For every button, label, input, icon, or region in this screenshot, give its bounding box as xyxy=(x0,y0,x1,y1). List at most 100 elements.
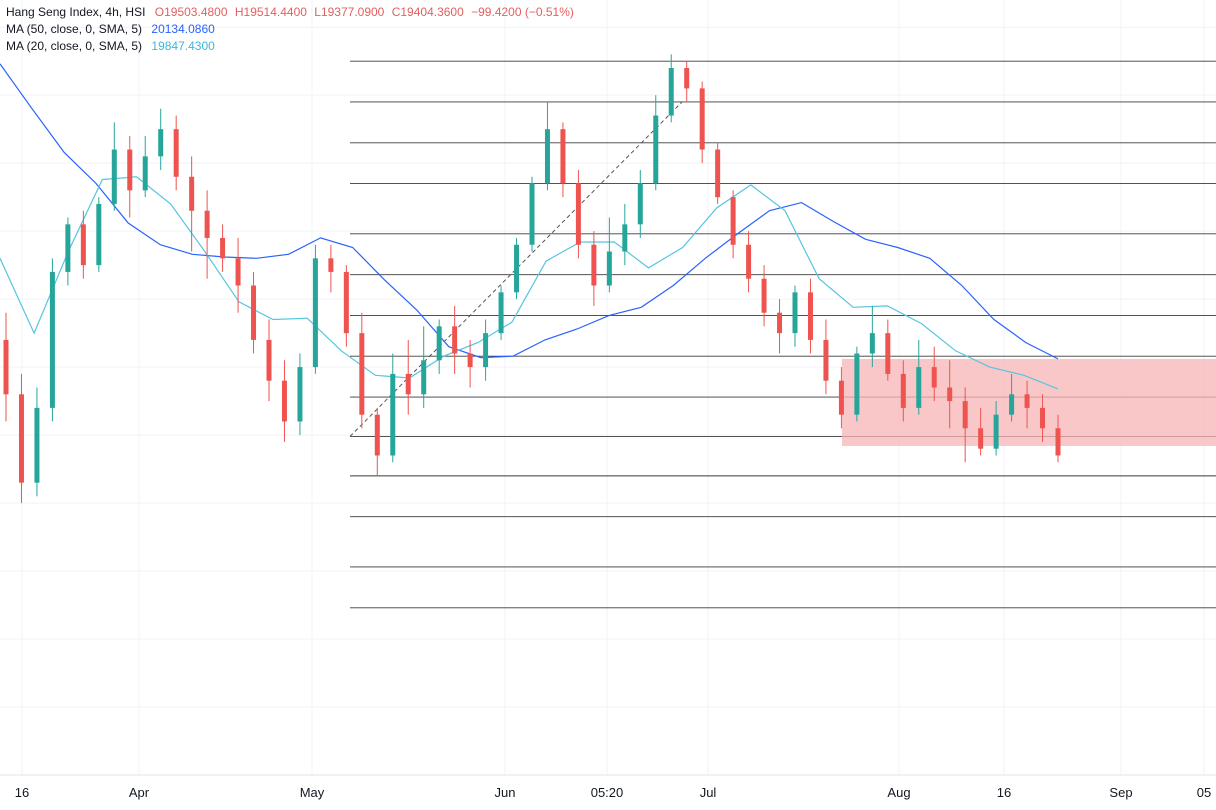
chart-grid xyxy=(0,0,1216,775)
x-tick-label: Jun xyxy=(495,785,516,800)
candle-body xyxy=(1055,428,1061,456)
candle-down xyxy=(684,61,690,102)
candle-body xyxy=(746,244,752,279)
candle-down xyxy=(467,339,473,388)
candle-body xyxy=(359,333,365,415)
candle-down xyxy=(359,312,365,429)
candle-body xyxy=(18,394,24,483)
candle-body xyxy=(1024,394,1030,408)
candle-body xyxy=(467,353,473,368)
candle-up xyxy=(529,176,535,252)
ma20-line xyxy=(0,176,1059,390)
candle-body xyxy=(142,156,148,191)
legend-high: H19514.4400 xyxy=(234,5,307,19)
candle-body xyxy=(158,129,164,157)
candle-body xyxy=(560,129,566,184)
candle-body xyxy=(343,271,349,334)
candle-body xyxy=(483,333,489,368)
candle-body xyxy=(390,373,396,456)
candle-down xyxy=(931,346,937,402)
candle-body xyxy=(885,333,891,374)
candle-up xyxy=(916,339,922,415)
candle-body xyxy=(281,380,287,422)
candle-down xyxy=(699,81,705,164)
candle-body xyxy=(80,224,86,266)
candle-up xyxy=(436,319,442,374)
candle-down xyxy=(838,367,844,429)
candle-up xyxy=(158,108,164,170)
candle-up xyxy=(312,244,318,374)
candle-body xyxy=(49,271,55,408)
candle-up xyxy=(96,197,102,272)
candle-body xyxy=(3,339,9,395)
candle-up xyxy=(514,237,520,300)
candle-body xyxy=(761,278,767,313)
candle-down xyxy=(220,224,226,272)
candle-body xyxy=(544,129,550,184)
candle-down xyxy=(266,319,272,402)
candle-up xyxy=(297,353,303,436)
candle-body xyxy=(715,149,721,198)
candle-body xyxy=(34,407,40,483)
candle-body xyxy=(699,88,705,150)
candle-down xyxy=(823,319,829,395)
candle-body xyxy=(606,251,612,286)
candle-body xyxy=(328,258,334,272)
candle-down xyxy=(746,231,752,293)
x-tick-label: 05 xyxy=(1197,785,1211,800)
moving-averages xyxy=(0,63,1059,390)
candle-body xyxy=(297,367,303,422)
candle-body xyxy=(514,244,520,293)
candle-down xyxy=(777,299,783,354)
candle-down xyxy=(374,407,380,476)
candle-body xyxy=(978,428,984,449)
candle-body xyxy=(684,67,690,89)
candle-down xyxy=(80,210,86,279)
x-tick-label: Jul xyxy=(700,785,717,800)
candle-up xyxy=(637,169,643,238)
x-tick-label: 16 xyxy=(15,785,29,800)
candle-body xyxy=(668,67,674,116)
x-tick-label: Apr xyxy=(129,785,150,800)
candle-up xyxy=(606,217,612,293)
candle-up xyxy=(111,122,117,211)
legend-ma20-value: 19847.4300 xyxy=(151,39,215,53)
candle-down xyxy=(251,271,257,354)
candle-down xyxy=(1055,414,1061,463)
candle-up xyxy=(653,95,659,191)
candle-body xyxy=(204,210,210,238)
x-tick-label: May xyxy=(300,785,325,800)
candle-body xyxy=(622,224,628,252)
x-tick-label: 16 xyxy=(997,785,1011,800)
candle-body xyxy=(1040,407,1046,429)
candle-body xyxy=(947,387,953,402)
candle-body xyxy=(993,414,999,449)
candle-body xyxy=(931,367,937,388)
candle-body xyxy=(838,380,844,415)
candle-down xyxy=(127,135,133,218)
candle-body xyxy=(807,292,813,340)
x-tick-label: Aug xyxy=(887,785,910,800)
candle-body xyxy=(1009,394,1015,415)
candle-up xyxy=(622,203,628,266)
candle-body xyxy=(251,285,257,340)
candle-up xyxy=(869,305,875,368)
candle-down xyxy=(900,360,906,422)
candle-body xyxy=(962,401,968,429)
x-tick-label: Sep xyxy=(1109,785,1132,800)
candle-body xyxy=(452,326,458,354)
candle-down xyxy=(3,312,9,422)
candle-body xyxy=(266,339,272,381)
candle-up xyxy=(854,346,860,422)
candle-down xyxy=(807,278,813,354)
candle-up xyxy=(993,401,999,456)
legend-ma50-row: MA (50, close, 0, SMA, 5) 20134.0860 xyxy=(6,21,578,38)
candle-down xyxy=(173,115,179,191)
candle-down xyxy=(1040,394,1046,442)
candle-body xyxy=(823,339,829,381)
candle-body xyxy=(405,373,411,395)
legend-ma20-label: MA (20, close, 0, SMA, 5) xyxy=(6,39,143,53)
candle-up xyxy=(142,135,148,198)
candle-down xyxy=(18,373,24,504)
